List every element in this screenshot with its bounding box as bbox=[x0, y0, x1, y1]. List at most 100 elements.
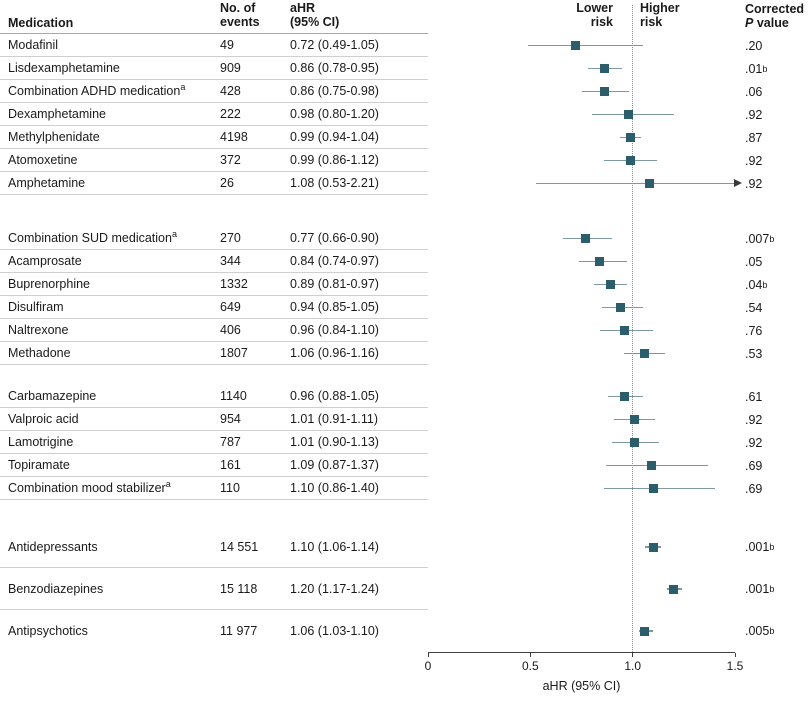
p-value: .92 bbox=[745, 412, 763, 427]
ahr-ci-text: 0.89 (0.81-0.97) bbox=[290, 277, 379, 291]
ahr-ci-text: 0.94 (0.85-1.05) bbox=[290, 300, 379, 314]
header-left-columns: Medication No. of events aHR (95% CI) bbox=[0, 0, 428, 34]
medication-name: Combination ADHD medicationa bbox=[8, 81, 186, 98]
medication-name: Disulfiram bbox=[8, 300, 64, 314]
forest-plot-cell bbox=[428, 296, 735, 319]
forest-plot-cell bbox=[428, 250, 735, 273]
col-header-events: No. of events bbox=[220, 0, 260, 30]
axis-tick bbox=[734, 653, 736, 657]
point-estimate-marker bbox=[644, 179, 654, 188]
axis-tick bbox=[632, 653, 634, 657]
ahr-ci-text: 1.20 (1.17-1.24) bbox=[290, 581, 379, 596]
events-count: 787 bbox=[220, 435, 241, 449]
medication-name: Valproic acid bbox=[8, 412, 79, 426]
events-count: 909 bbox=[220, 61, 241, 75]
p-value: .61 bbox=[745, 389, 763, 404]
p-value: .001 b bbox=[745, 540, 775, 554]
higher-risk-label: Higher risk bbox=[640, 0, 680, 30]
events-count: 406 bbox=[220, 323, 241, 337]
events-count: 270 bbox=[220, 231, 241, 245]
table-row: Disulfiram 649 0.94 (0.85-1.05) .54 bbox=[0, 296, 810, 319]
reference-line-ahr-1 bbox=[632, 5, 633, 652]
table-row: Combination ADHD medicationa 428 0.86 (0… bbox=[0, 80, 810, 103]
ahr-ci-text: 0.84 (0.74-0.97) bbox=[290, 254, 379, 268]
confidence-interval-line bbox=[606, 464, 709, 466]
ahr-ci-text: 0.99 (0.94-1.04) bbox=[290, 130, 379, 144]
point-estimate-marker bbox=[646, 461, 656, 470]
medication-name: Dexamphetamine bbox=[8, 107, 106, 121]
risk-direction-labels: Lower risk Higher risk bbox=[428, 0, 735, 34]
forest-plot-cell bbox=[428, 385, 735, 408]
point-estimate-marker bbox=[599, 64, 609, 73]
medication-name: Methadone bbox=[8, 346, 71, 360]
point-estimate-marker bbox=[581, 234, 591, 243]
ci-truncated-arrow-icon bbox=[734, 179, 742, 187]
events-count: 26 bbox=[220, 176, 234, 190]
medication-name: Carbamazepine bbox=[8, 389, 97, 403]
table-row: Lamotrigine 787 1.01 (0.90-1.13) .92 bbox=[0, 431, 810, 454]
axis-tick-label: 0 bbox=[424, 659, 432, 673]
forest-plot-cell bbox=[428, 568, 735, 610]
p-value: .20 bbox=[745, 38, 763, 53]
table-row: Combination mood stabilizera 110 1.10 (0… bbox=[0, 477, 810, 500]
forest-plot-cell bbox=[428, 80, 735, 103]
point-estimate-marker bbox=[624, 110, 634, 119]
p-value: .05 bbox=[745, 254, 763, 269]
point-estimate-marker bbox=[626, 133, 636, 142]
ahr-ci-text: 1.01 (0.90-1.13) bbox=[290, 435, 379, 449]
medication-name: Acamprosate bbox=[8, 254, 82, 268]
lower-risk-label: Lower risk bbox=[576, 0, 613, 30]
point-estimate-marker bbox=[599, 87, 609, 96]
ahr-ci-text: 0.96 (0.88-1.05) bbox=[290, 389, 379, 403]
p-value: .005 b bbox=[745, 624, 775, 638]
events-count: 344 bbox=[220, 254, 241, 268]
ahr-ci-text: 1.09 (0.87-1.37) bbox=[290, 458, 379, 472]
p-value: .54 bbox=[745, 300, 763, 315]
medication-name: Lamotrigine bbox=[8, 435, 74, 449]
x-axis: 0 0.5 1.0 1.5 bbox=[424, 652, 743, 680]
events-count: 11 977 bbox=[220, 624, 258, 638]
medication-name: Atomoxetine bbox=[8, 153, 78, 167]
ahr-ci-text: 1.01 (0.91-1.11) bbox=[290, 412, 379, 426]
forest-plot-cell bbox=[428, 477, 735, 500]
table-row: Lisdexamphetamine 909 0.86 (0.78-0.95) .… bbox=[0, 57, 810, 80]
events-count: 428 bbox=[220, 84, 241, 98]
col-header-medication: Medication bbox=[8, 16, 74, 30]
axis-tick-label: 1.5 bbox=[726, 659, 744, 673]
medication-name: Buprenorphine bbox=[8, 277, 91, 291]
ahr-ci-text: 0.72 (0.49-1.05) bbox=[290, 38, 379, 52]
point-estimate-marker bbox=[570, 41, 580, 50]
col-header-ahr: aHR (95% CI) bbox=[290, 0, 340, 30]
axis-tick bbox=[427, 653, 429, 657]
table-row: Methylphenidate 4198 0.99 (0.94-1.04) .8… bbox=[0, 126, 810, 149]
confidence-interval-line bbox=[604, 487, 715, 489]
ahr-ci-text: 0.86 (0.78-0.95) bbox=[290, 61, 379, 75]
table-row: Atomoxetine 372 0.99 (0.86-1.12) .92 bbox=[0, 149, 810, 172]
medication-name: Methylphenidate bbox=[8, 130, 100, 144]
ahr-ci-text: 0.86 (0.75-0.98) bbox=[290, 84, 379, 98]
medication-name: Lisdexamphetamine bbox=[8, 61, 120, 75]
p-value: .06 bbox=[745, 84, 763, 99]
p-value: .01 b bbox=[745, 61, 768, 76]
footnote-marker: a bbox=[180, 81, 186, 92]
forest-plot-cell bbox=[428, 34, 735, 57]
point-estimate-marker bbox=[595, 257, 605, 266]
forest-plot-cell bbox=[428, 126, 735, 149]
medication-name: Antipsychotics bbox=[8, 624, 88, 638]
table-row: Valproic acid 954 1.01 (0.91-1.11) .92 bbox=[0, 408, 810, 431]
table-row: Amphetamine 26 1.08 (0.53-2.21) .92 bbox=[0, 172, 810, 195]
events-count: 14 551 bbox=[220, 539, 259, 554]
events-count: 110 bbox=[220, 481, 240, 495]
forest-plot-cell bbox=[428, 431, 735, 454]
point-estimate-marker bbox=[619, 392, 629, 401]
p-value: .76 bbox=[745, 323, 763, 338]
ahr-ci-text: 0.96 (0.84-1.10) bbox=[290, 323, 379, 337]
ahr-ci-text: 0.98 (0.80-1.20) bbox=[290, 107, 379, 121]
forest-plot-cell bbox=[428, 319, 735, 342]
point-estimate-marker bbox=[669, 584, 679, 594]
table-row: Naltrexone 406 0.96 (0.84-1.10) .76 bbox=[0, 319, 810, 342]
medication-name: Topiramate bbox=[8, 458, 70, 472]
events-count: 222 bbox=[220, 107, 241, 121]
point-estimate-marker bbox=[605, 280, 615, 289]
table-row: Antipsychotics 11 977 1.06 (1.03-1.10) .… bbox=[0, 610, 810, 652]
